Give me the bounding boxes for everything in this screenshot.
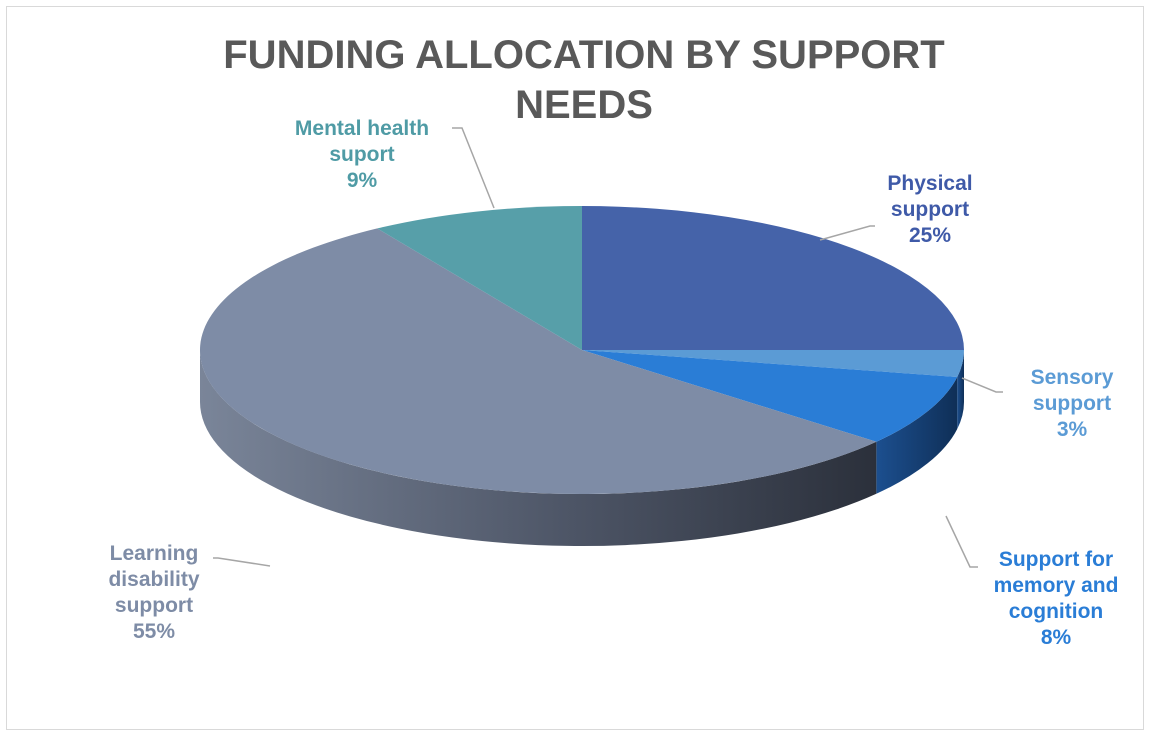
data-label-name-learning-disability-support-2: support [115, 594, 193, 617]
pie-side-layer [200, 350, 964, 546]
data-label-value-physical-support: 25% [909, 224, 951, 247]
pie-slice-sensory-support [582, 350, 964, 377]
data-label-name-sensory-support-1: support [1033, 392, 1111, 415]
data-label-name-mental-health-suport-0: Mental health [295, 117, 429, 140]
leader-line-learning-disability-support [213, 557, 271, 567]
pie-side-learning-disability-support [200, 350, 877, 546]
pie-slice-support-for-memory-and-cognition [582, 350, 958, 442]
pie-slice-mental-health-suport [377, 206, 582, 350]
chart-title-line-2: NEEDS [515, 83, 653, 127]
chart-title-line-1: FUNDING ALLOCATION BY SUPPORT [223, 33, 944, 77]
data-label-name-physical-support-0: Physical [887, 172, 972, 195]
data-label-name-physical-support-1: support [891, 198, 969, 221]
leader-lines [213, 127, 1003, 568]
pie-slice-learning-disability-support [200, 228, 877, 494]
data-label-value-learning-disability-support: 55% [133, 620, 175, 643]
data-label-name-support-for-memory-and-cognition-2: cognition [1009, 600, 1103, 623]
data-label-name-mental-health-suport-1: suport [329, 143, 394, 166]
data-label-name-learning-disability-support-0: Learning [110, 542, 199, 565]
leader-line-support-for-memory-and-cognition [945, 515, 978, 568]
data-labels: Physical support 25% Sensory support 3% Suppor… [108, 117, 1118, 649]
pie-top-layer [200, 206, 964, 494]
pie-side-sensory-support [957, 350, 964, 429]
leader-line-sensory-support [961, 377, 1003, 393]
data-label-value-sensory-support: 3% [1057, 418, 1088, 441]
data-label-name-support-for-memory-and-cognition-1: memory and [994, 574, 1119, 597]
pie-slice-physical-support [582, 206, 964, 350]
leader-line-mental-health-suport [452, 127, 495, 209]
data-label-name-sensory-support-0: Sensory [1031, 366, 1114, 389]
data-label-value-support-for-memory-and-cognition: 8% [1041, 626, 1072, 649]
data-label-name-learning-disability-support-1: disability [108, 568, 199, 591]
leader-line-physical-support [819, 225, 875, 241]
data-label-name-support-for-memory-and-cognition-0: Support for [999, 548, 1113, 571]
data-label-value-mental-health-suport: 9% [347, 169, 378, 192]
pie-side-support-for-memory-and-cognition [876, 376, 958, 494]
